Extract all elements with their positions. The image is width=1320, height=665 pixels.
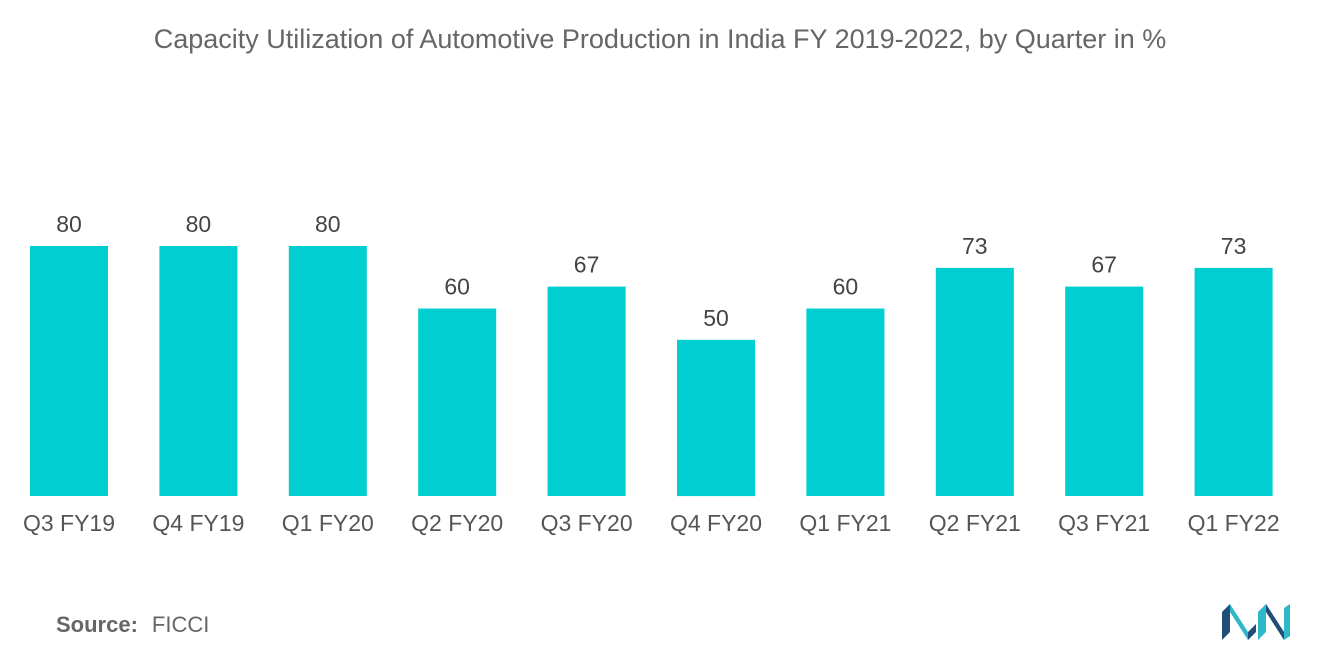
value-label: 67: [574, 252, 600, 278]
bar-q1-fy20: [288, 246, 367, 496]
x-tick-label: Q4 FY20: [670, 510, 762, 536]
bar-q2-fy20: [418, 308, 497, 496]
x-tick-label: Q2 FY21: [929, 510, 1021, 536]
bar-q2-fy21: [935, 267, 1014, 496]
value-label: 80: [186, 211, 212, 237]
source-note: Source: FICCI: [56, 612, 209, 638]
x-tick-label: Q3 FY21: [1058, 510, 1150, 536]
value-label: 80: [315, 211, 341, 237]
bar-q1-fy22: [1194, 267, 1273, 496]
bars-group: [30, 246, 1273, 497]
value-label: 50: [703, 305, 729, 331]
bar-q3-fy20: [547, 286, 626, 496]
value-label: 73: [962, 233, 988, 259]
x-tick-label: Q1 FY21: [799, 510, 891, 536]
value-label: 80: [56, 211, 82, 237]
value-label: 67: [1091, 252, 1117, 278]
bar-q4-fy20: [677, 339, 755, 497]
chart-title: Capacity Utilization of Automotive Produ…: [153, 24, 1167, 54]
value-labels-group: 80 80 80 60 67 50 60 73 67 73: [56, 211, 1246, 331]
bar-q3-fy21: [1065, 286, 1144, 496]
bar-q4-fy19: [159, 246, 238, 496]
x-tick-label: Q1 FY22: [1188, 510, 1280, 536]
value-label: 60: [444, 274, 470, 300]
value-label: 60: [833, 274, 859, 300]
value-label: 73: [1221, 233, 1247, 259]
source-label: Source:: [56, 612, 138, 637]
x-tick-label: Q1 FY20: [282, 510, 374, 536]
x-axis-tick-labels: Q3 FY19 Q4 FY19 Q1 FY20 Q2 FY20 Q3 FY20 Q4 FY…: [23, 510, 1280, 536]
x-tick-label: Q3 FY20: [541, 510, 633, 536]
bar-q1-fy21: [806, 308, 885, 496]
mordor-intelligence-logo-icon: [1222, 604, 1290, 640]
x-tick-label: Q2 FY20: [411, 510, 503, 536]
x-tick-label: Q3 FY19: [23, 510, 115, 536]
bar-q3-fy19: [30, 246, 108, 496]
x-tick-label: Q4 FY19: [152, 510, 244, 536]
source-value: FICCI: [151, 612, 210, 637]
